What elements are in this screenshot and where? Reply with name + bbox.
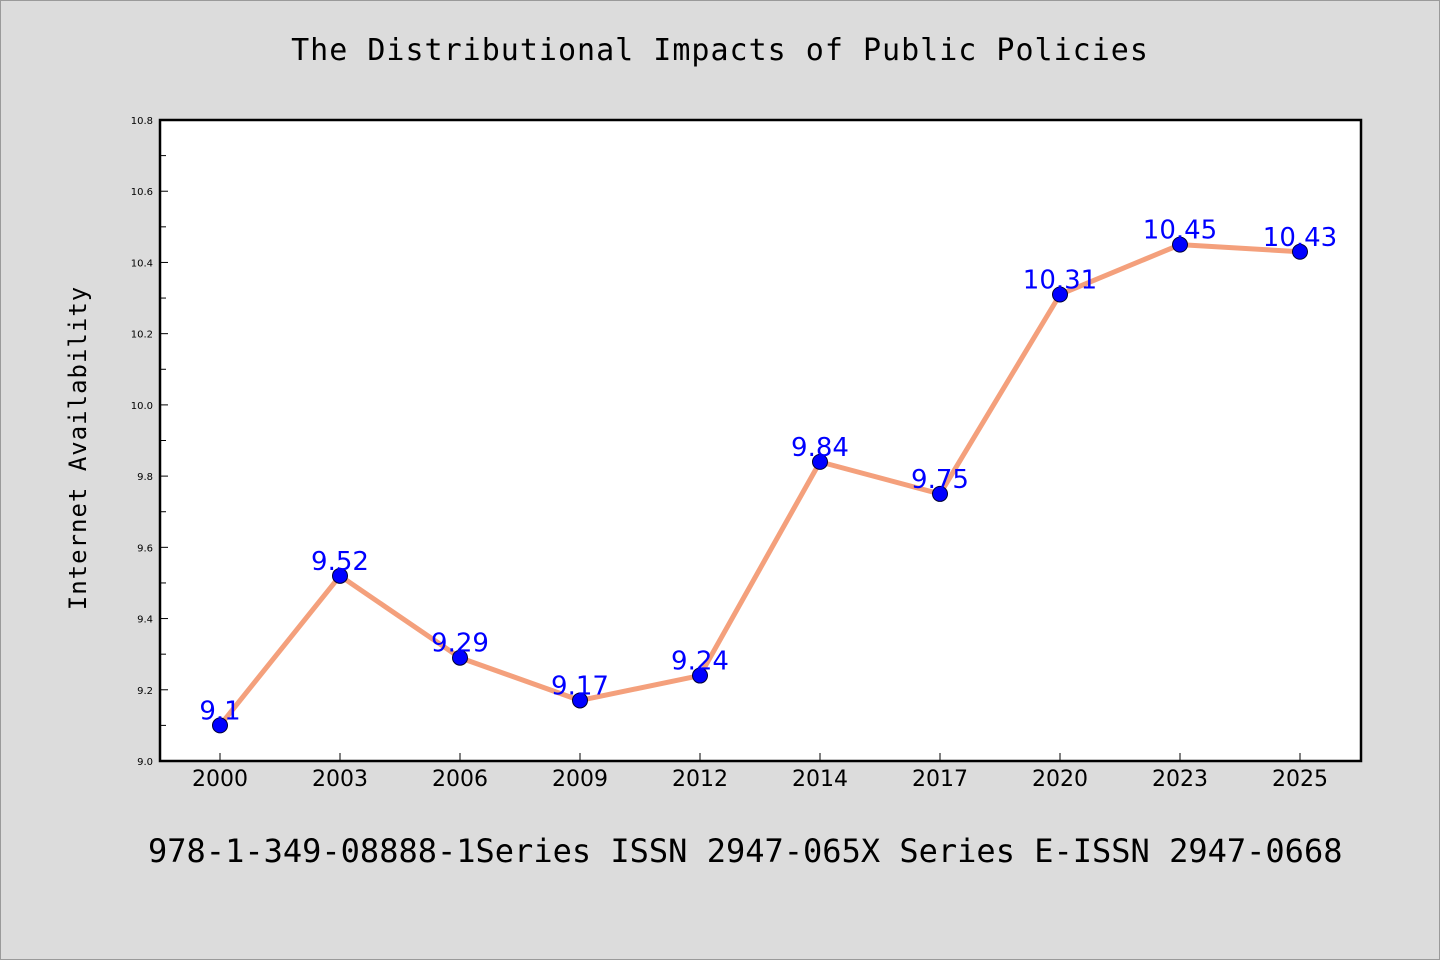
plot-area	[158, 118, 1363, 763]
data-point-marker	[212, 717, 228, 734]
data-point-marker	[932, 485, 948, 502]
x-tick-label: 2012	[672, 767, 728, 792]
y-axis-label: Internet Availability	[64, 286, 92, 610]
data-label: 9.29	[431, 629, 489, 659]
data-label: 9.17	[551, 671, 609, 701]
footer-isbn-text: 978-1-349-08888-1Series ISSN 2947-065X S…	[148, 832, 1343, 870]
data-point-marker	[1052, 286, 1068, 303]
x-tick-label: 2025	[1272, 767, 1328, 792]
x-tick-label: 2017	[912, 767, 968, 792]
y-tick-label: 10.0	[131, 401, 153, 412]
y-tick-label: 9.6	[137, 543, 153, 554]
x-tick-label: 2009	[552, 767, 608, 792]
x-tick-label: 2014	[792, 767, 848, 792]
data-label: 9.1	[199, 696, 240, 726]
series-line	[217, 242, 1303, 728]
data-point-marker	[692, 667, 708, 684]
x-tick-label: 2000	[192, 767, 248, 792]
x-tick-label: 2023	[1152, 767, 1208, 792]
x-tick-label: 2020	[1032, 767, 1088, 792]
data-point-marker	[1172, 236, 1188, 253]
x-axis: 2000 2003 2006 2009 2012 2014 2017 2020 2023 2025	[192, 753, 1328, 792]
y-tick-label: 9.0	[137, 757, 153, 768]
y-tick-label: 10.6	[131, 187, 153, 198]
data-label: 9.84	[791, 433, 849, 463]
y-tick-label: 10.2	[131, 330, 153, 341]
y-tick-label: 9.4	[137, 615, 153, 626]
data-label: 10.45	[1143, 216, 1217, 246]
data-label: 10.31	[1023, 265, 1097, 295]
data-label-group: 9.1 9.52 9.29 9.17 9.24 9.84 9.75 10.31 10.45 10.…	[199, 216, 1337, 727]
data-point-marker	[812, 453, 828, 470]
data-point-marker	[332, 567, 348, 584]
y-axis: 9.0 9.2 9.4 9.6 9.8 10.0 10.2 10.4 10.6 10.8	[131, 116, 168, 768]
y-tick-label: 10.4	[131, 258, 153, 269]
y-tick-label: 10.8	[131, 116, 153, 127]
x-tick-label: 2006	[432, 767, 488, 792]
data-label: 9.75	[911, 465, 969, 495]
data-label: 9.52	[311, 547, 369, 577]
y-tick-label: 9.8	[137, 472, 153, 483]
y-tick-label: 9.2	[137, 686, 153, 697]
chart-title: The Distributional Impacts of Public Pol…	[291, 33, 1149, 68]
x-tick-label: 2003	[312, 767, 368, 792]
data-point-marker	[1292, 243, 1308, 260]
series-line-group	[212, 236, 1308, 734]
data-label: 10.43	[1263, 223, 1337, 253]
data-point-marker	[572, 692, 588, 709]
data-label: 9.24	[671, 647, 729, 677]
data-point-marker	[452, 649, 468, 666]
